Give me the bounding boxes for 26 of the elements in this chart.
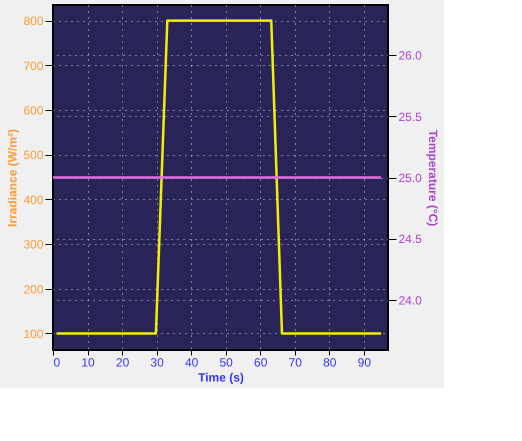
- y2-axis-title: Temperature (°C): [426, 130, 440, 226]
- y-tick-label: 400: [23, 192, 44, 207]
- y-tick-label: 100: [23, 326, 44, 341]
- x-tick-label: 90: [358, 356, 372, 370]
- y2-tick-label: 24.5: [398, 232, 422, 246]
- x-tick-label: 80: [323, 356, 337, 370]
- x-axis-title: Time (s): [198, 370, 244, 384]
- y-axis-title: Irradiance (W/m²): [5, 128, 20, 228]
- x-tick-label: 50: [220, 356, 234, 370]
- y2-tick-label: 26.0: [398, 48, 422, 63]
- x-tick-label: 0: [54, 356, 60, 370]
- x-tick-label: 60: [254, 356, 268, 370]
- y-tick-label: 200: [23, 282, 44, 296]
- y-tick-label: 700: [23, 58, 44, 73]
- x-tick-label: 70: [288, 356, 302, 370]
- y2-tick-label: 25.5: [398, 110, 422, 124]
- y-tick-label: 800: [23, 14, 44, 28]
- x-tick-label: 40: [184, 356, 199, 370]
- y-tick-label: 300: [23, 238, 44, 252]
- y2-tick-label: 25.0: [398, 171, 422, 185]
- y-tick-label: 600: [23, 104, 44, 118]
- x-tick-label: 30: [150, 356, 164, 370]
- x-tick-label: 10: [81, 356, 96, 370]
- y-tick-label: 500: [23, 148, 44, 162]
- x-tick-label: 20: [116, 356, 130, 370]
- y2-tick-label: 24.0: [398, 293, 422, 308]
